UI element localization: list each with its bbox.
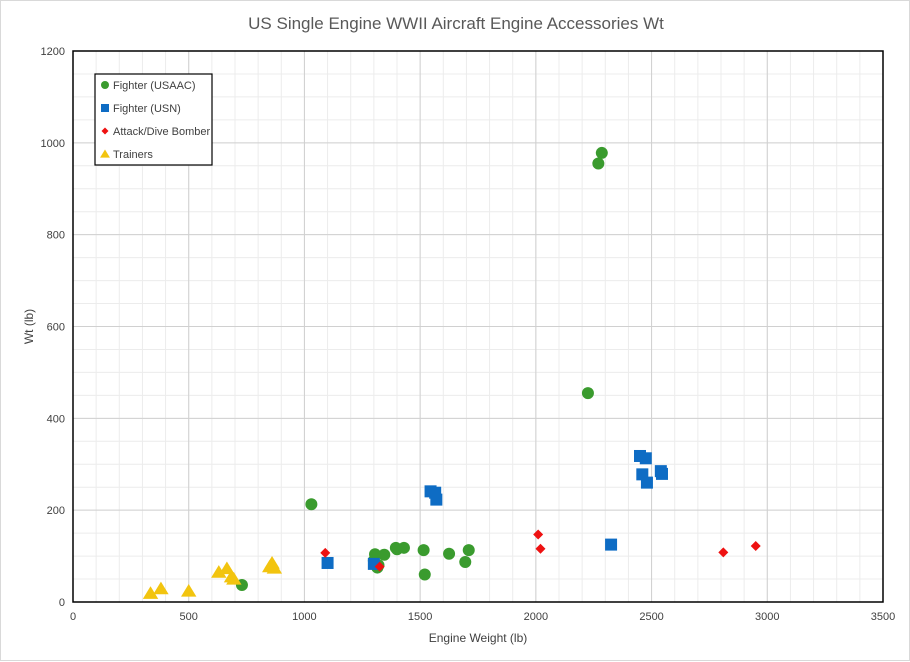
data-point-circle	[305, 498, 318, 511]
data-point-triangle	[226, 572, 242, 585]
y-tick-label: 1200	[41, 46, 65, 58]
x-tick-label: 1000	[292, 611, 316, 623]
data-point-square	[655, 467, 668, 480]
data-point-circle	[369, 548, 382, 561]
data-point-triangle	[219, 561, 235, 575]
axis-ticks: 0 500 1000 1500 2000 2500 3000 3500 0 200 400 600 80…	[41, 46, 896, 623]
data-points	[142, 146, 761, 599]
plot-area-border	[72, 50, 884, 603]
data-point-circle	[595, 146, 608, 159]
legend-marker-diamond	[101, 127, 109, 135]
data-point-square	[430, 493, 443, 506]
data-point-square	[321, 556, 334, 569]
data-point-circle	[443, 547, 456, 560]
x-tick-label: 1500	[408, 611, 432, 623]
data-point-circle	[397, 541, 410, 554]
x-tick-label: 0	[70, 611, 76, 623]
chart-title: US Single Engine WWII Aircraft Engine Ac…	[248, 14, 664, 33]
x-tick-label: 3500	[871, 611, 895, 623]
data-point-triangle	[266, 561, 283, 574]
legend-label: Attack/Dive Bomber	[113, 126, 211, 138]
y-tick-label: 200	[47, 505, 65, 517]
legend-label: Fighter (USAAC)	[113, 80, 196, 92]
data-point-circle	[462, 544, 475, 557]
data-point-diamond	[718, 547, 729, 558]
y-tick-label: 800	[47, 230, 65, 242]
legend: Fighter (USAAC) Fighter (USN) Attack/Dive …	[94, 73, 213, 166]
data-point-circle	[418, 568, 431, 581]
y-tick-label: 600	[47, 322, 65, 334]
y-tick-label: 400	[47, 413, 65, 425]
legend-marker-triangle	[100, 149, 110, 158]
data-point-triangle	[211, 565, 227, 578]
data-point-triangle	[153, 581, 169, 595]
data-point-square	[605, 538, 618, 551]
x-axis-label: Engine Weight (lb)	[429, 631, 528, 645]
y-tick-label: 0	[59, 597, 65, 609]
legend-label: Trainers	[113, 149, 153, 161]
legend-marker-square	[101, 104, 109, 112]
legend-label: Fighter (USN)	[113, 103, 181, 115]
data-point-diamond	[374, 561, 385, 572]
data-point-diamond	[533, 529, 544, 540]
data-point-circle	[378, 548, 391, 561]
data-point-circle	[581, 387, 594, 400]
x-tick-label: 2000	[524, 611, 548, 623]
legend-marker-circle	[101, 81, 109, 89]
data-point-circle	[459, 556, 472, 569]
y-tick-label: 1000	[41, 138, 65, 150]
legend-box	[94, 73, 213, 166]
data-point-diamond	[535, 543, 546, 554]
data-point-circle	[592, 157, 605, 170]
data-point-diamond	[320, 547, 331, 558]
data-point-square	[639, 452, 652, 465]
x-tick-label: 3000	[755, 611, 779, 623]
data-point-triangle	[142, 586, 159, 599]
x-tick-label: 2500	[639, 611, 663, 623]
y-axis-label: Wt (lb)	[22, 309, 36, 344]
x-tick-label: 500	[180, 611, 198, 623]
data-point-triangle	[181, 583, 197, 597]
data-point-circle	[417, 544, 430, 557]
data-point-diamond	[750, 540, 761, 551]
data-point-square	[640, 476, 653, 489]
